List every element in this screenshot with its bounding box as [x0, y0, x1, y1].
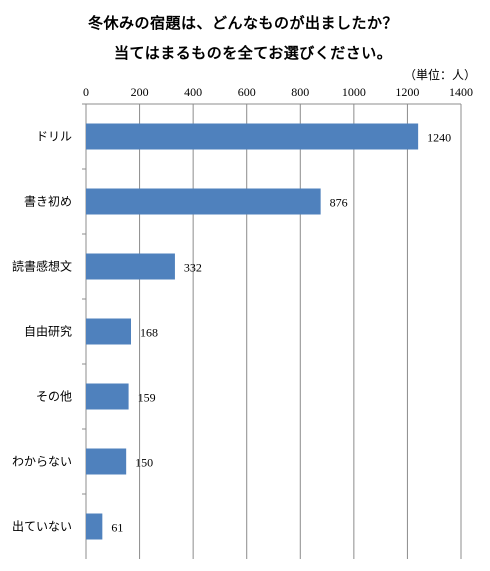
- data-label: 332: [184, 261, 202, 275]
- x-tick-label: 1200: [395, 85, 419, 99]
- category-label: 読書感想文: [12, 259, 72, 274]
- data-label: 168: [140, 326, 158, 340]
- x-tick-label: 0: [83, 85, 89, 99]
- category-label: その他: [36, 390, 72, 404]
- category-label: ドリル: [36, 130, 72, 144]
- data-label: 150: [135, 456, 153, 470]
- bar: [86, 448, 127, 475]
- chart-title-line-1: 冬休みの宿題は、どんなものが出ましたか？: [88, 14, 399, 32]
- bar: [86, 123, 419, 150]
- x-tick-label: 1400: [449, 85, 473, 99]
- x-tick-label: 1000: [342, 85, 366, 99]
- data-label: 61: [111, 521, 123, 535]
- data-label: 876: [330, 196, 348, 210]
- bar: [86, 188, 321, 215]
- chart-title-line-2: 当てはまるものを全てお選びください。: [114, 44, 393, 62]
- bar: [86, 383, 129, 410]
- data-label: 1240: [427, 131, 451, 145]
- data-label: 159: [138, 391, 156, 405]
- x-tick-label: 800: [291, 85, 309, 99]
- bar: [86, 318, 131, 345]
- x-tick-label: 600: [238, 85, 256, 99]
- category-label: 書き初め: [24, 195, 72, 209]
- x-tick-label: 200: [131, 85, 149, 99]
- category-label: わからない: [12, 455, 72, 469]
- category-label: 出ていない: [12, 520, 72, 534]
- bar: [86, 513, 103, 540]
- unit-label: （単位：人）: [403, 68, 476, 82]
- category-label: 自由研究: [24, 324, 72, 339]
- x-tick-label: 400: [184, 85, 202, 99]
- bar: [86, 253, 175, 280]
